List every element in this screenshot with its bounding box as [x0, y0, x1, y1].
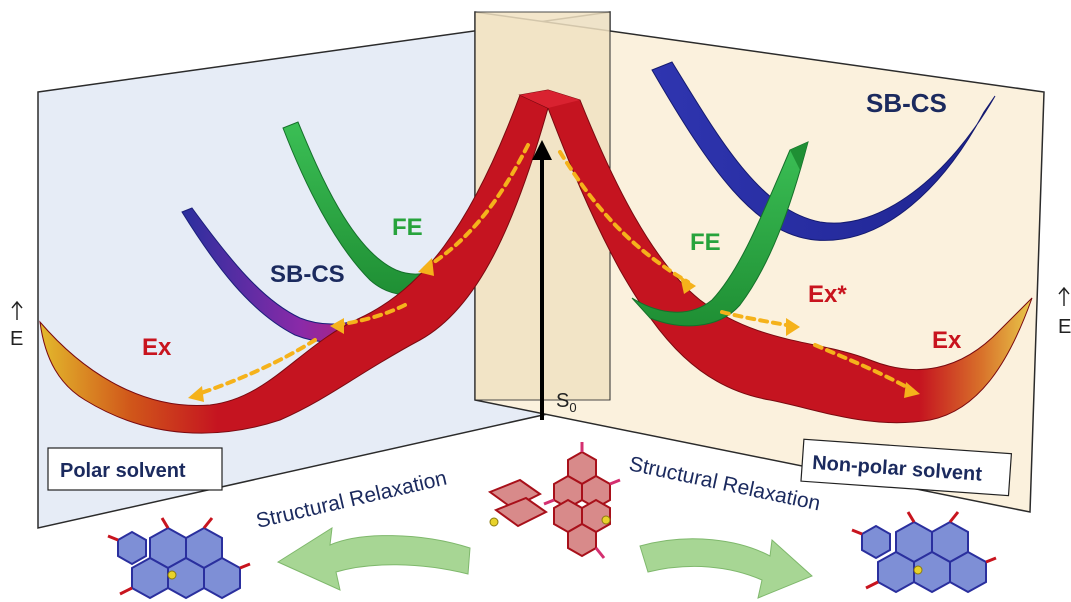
polar-solvent-box: Polar solvent	[47, 447, 223, 491]
molecule-left-substituents	[107, 517, 251, 596]
ex-star-label: Ex*	[808, 281, 847, 308]
relax-label-left: Structural Relaxation	[254, 467, 449, 533]
arrowheads	[188, 258, 920, 402]
sbcs-label-right: SB-CS	[866, 88, 947, 118]
energy-label-left: E	[10, 328, 23, 350]
relax-arrow-left	[276, 527, 471, 591]
molecule-center-substituents	[543, 442, 621, 559]
ex-surface-left	[39, 94, 549, 434]
fe-surface-right	[631, 141, 809, 327]
molecule-right-substituents	[851, 511, 997, 590]
fe-label-left: FE	[392, 214, 423, 241]
nonpolar-solvent-box: Non-polar solvent	[800, 438, 1013, 497]
ground-state-label: S0	[556, 390, 577, 415]
ex-surface-right	[518, 89, 1033, 424]
energy-axis-left	[11, 300, 23, 320]
ex-label-left: Ex	[142, 334, 172, 361]
ex-label-right: Ex	[932, 327, 962, 354]
molecule-left	[117, 526, 241, 600]
energy-label-right: E	[1058, 316, 1071, 338]
sbcs-label-left: SB-CS	[270, 261, 345, 288]
fe-label-right: FE	[690, 229, 721, 256]
energy-axis-right	[1058, 286, 1070, 306]
molecule-center	[487, 450, 611, 558]
molecule-right	[861, 520, 987, 594]
polar-solvent-label: Polar solvent	[60, 460, 186, 482]
relax-arrow-right	[639, 538, 813, 599]
